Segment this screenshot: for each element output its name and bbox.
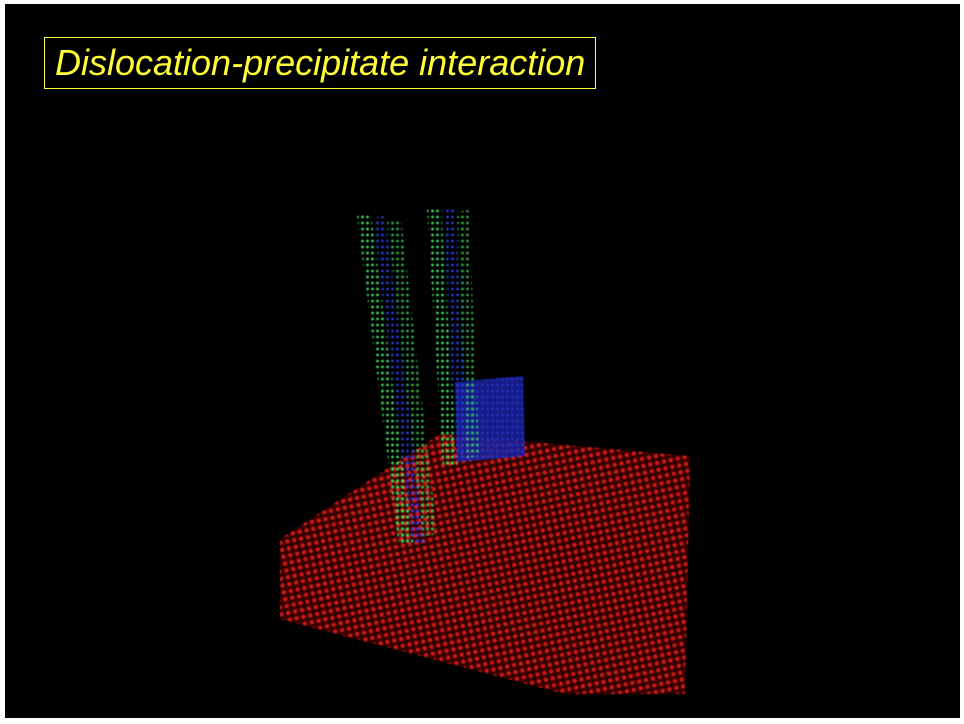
- simulation-image: [5, 4, 960, 718]
- slide-title: Dislocation-precipitate interaction: [44, 37, 596, 89]
- page: Dislocation-precipitate interaction (() …: [0, 0, 964, 724]
- atom-lattice: [280, 206, 690, 694]
- slide: Dislocation-precipitate interaction: [5, 4, 960, 718]
